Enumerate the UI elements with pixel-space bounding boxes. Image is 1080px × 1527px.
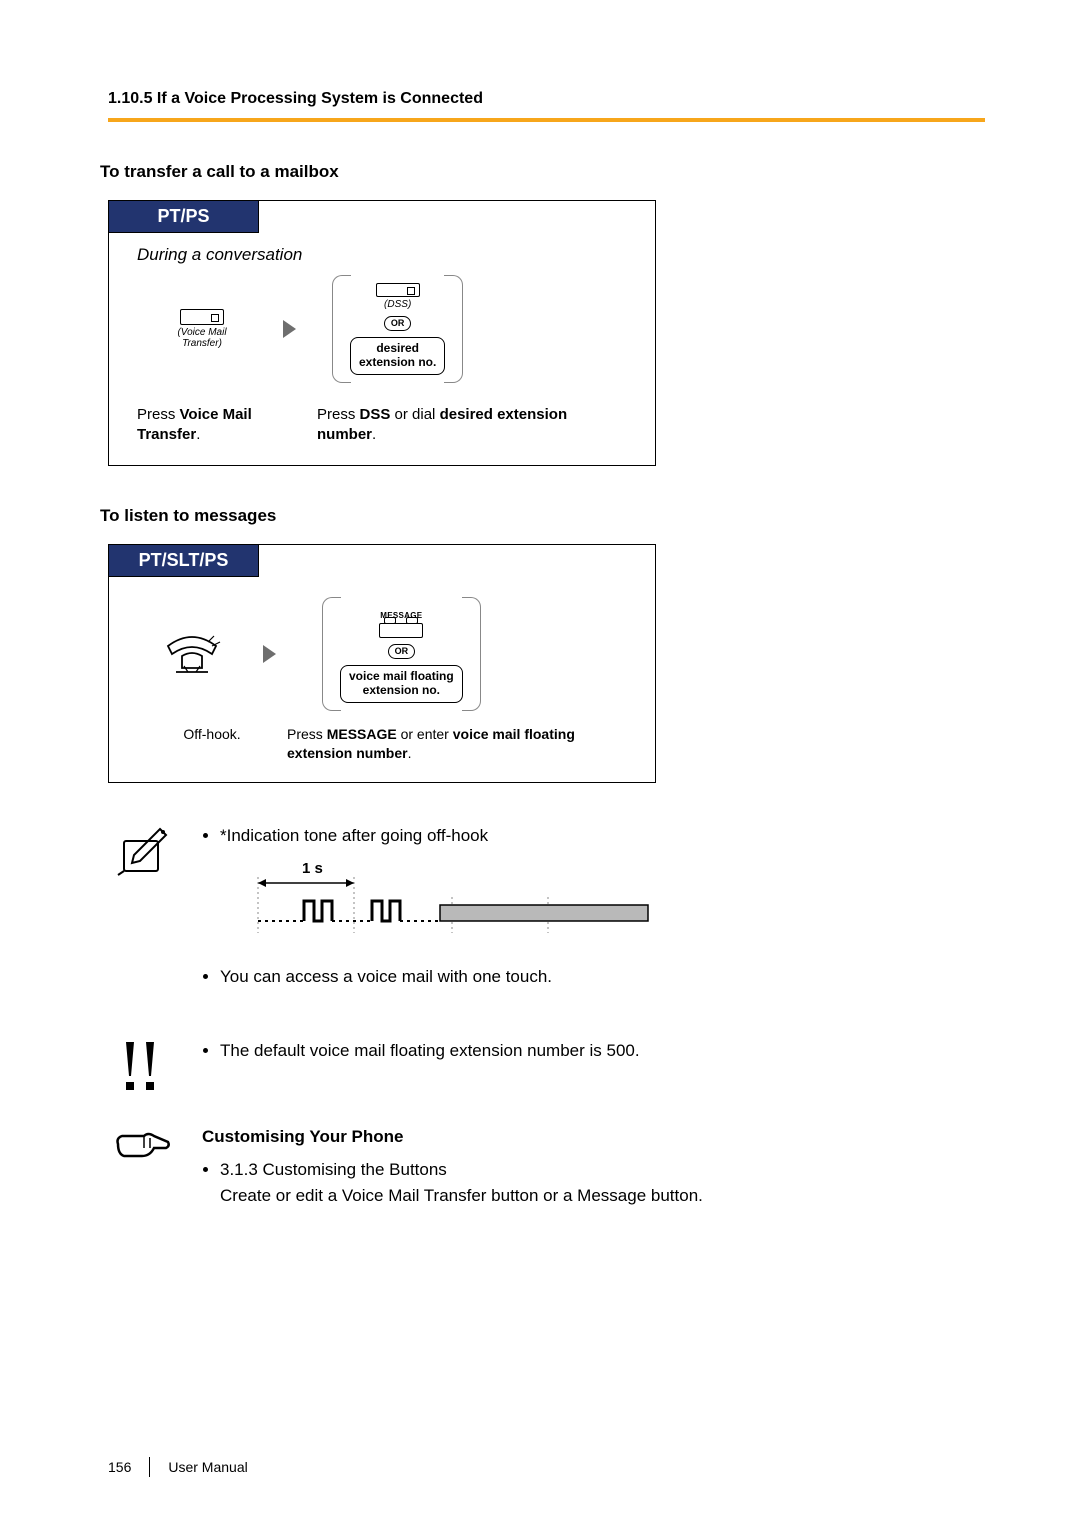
diagram-listen: PT/SLT/PS MESSAGE OR voice mail floa bbox=[108, 544, 656, 783]
customising-line1: 3.1.3 Customising the Buttons bbox=[220, 1160, 447, 1179]
message-button-icon bbox=[379, 623, 423, 638]
caption2-b1: DSS bbox=[360, 406, 391, 423]
note1-bullet2: You can access a voice mail with one tou… bbox=[220, 964, 985, 990]
message-or-floating-group: MESSAGE OR voice mail floating extension… bbox=[322, 597, 481, 711]
diagram1-captions: Press Voice Mail Transfer. Press DSS or … bbox=[137, 405, 627, 446]
page-number: 156 bbox=[108, 1459, 131, 1475]
hand-pointing-icon bbox=[114, 1126, 172, 1166]
arrow-right-icon bbox=[283, 320, 296, 338]
diagram2-tab: PT/SLT/PS bbox=[109, 545, 259, 577]
note-default-extension: The default voice mail floating extensio… bbox=[108, 1038, 985, 1096]
caption2-mid: or dial bbox=[390, 406, 439, 423]
diagram1-tab: PT/PS bbox=[109, 201, 259, 233]
header-title: 1.10.5 If a Voice Processing System is C… bbox=[108, 90, 985, 108]
caption2-post: . bbox=[372, 426, 376, 443]
note2-bullet: The default voice mail floating extensio… bbox=[220, 1038, 985, 1064]
caption3-b1: MESSAGE bbox=[327, 726, 397, 742]
floating-extension-box: voice mail floating extension no. bbox=[340, 665, 463, 703]
dss-label: (DSS) bbox=[384, 299, 411, 310]
customising-title: Customising Your Phone bbox=[202, 1124, 985, 1150]
section1-title: To transfer a call to a mailbox bbox=[100, 162, 985, 182]
voice-mail-transfer-button-icon: (Voice Mail Transfer) bbox=[147, 309, 257, 349]
footer-separator bbox=[149, 1457, 150, 1477]
caption3-pre: Press bbox=[287, 726, 327, 742]
or-pill-2: OR bbox=[388, 644, 416, 659]
caption3-mid: or enter bbox=[397, 726, 453, 742]
page-footer: 156 User Manual bbox=[108, 1457, 248, 1477]
page-header: 1.10.5 If a Voice Processing System is C… bbox=[108, 90, 985, 108]
caption3-post: . bbox=[408, 745, 412, 761]
offhook-icon bbox=[162, 632, 222, 676]
diagram1-context: During a conversation bbox=[137, 245, 627, 265]
caption2-pre: Press bbox=[317, 406, 360, 423]
or-pill: OR bbox=[384, 316, 412, 331]
customising-line2: Create or edit a Voice Mail Transfer but… bbox=[220, 1186, 703, 1205]
dss-or-extension-group: (DSS) OR desired extension no. bbox=[332, 275, 463, 383]
note-customising: Customising Your Phone 3.1.3 Customising… bbox=[108, 1124, 985, 1229]
exclamation-icon bbox=[120, 1040, 166, 1096]
note1-bullet1: *Indication tone after going off-hook bbox=[220, 826, 488, 845]
section2-title: To listen to messages bbox=[100, 506, 985, 526]
desired-extension-box: desired extension no. bbox=[350, 337, 445, 375]
timing-label: 1 s bbox=[302, 860, 323, 877]
diagram2-captions: Off-hook. Press MESSAGE or enter voice m… bbox=[137, 725, 627, 763]
header-rule bbox=[108, 118, 985, 122]
vm-button-label: (Voice Mail Transfer) bbox=[177, 327, 226, 349]
arrow-right-icon bbox=[263, 645, 276, 663]
diagram-transfer: PT/PS During a conversation (Voice Mail … bbox=[108, 200, 656, 466]
timing-diagram: 1 s bbox=[244, 859, 985, 945]
offhook-caption: Off-hook. bbox=[137, 725, 287, 763]
footer-label: User Manual bbox=[168, 1459, 247, 1475]
caption1-pre: Press bbox=[137, 406, 180, 423]
dss-button-icon bbox=[376, 283, 420, 297]
caption1-post: . bbox=[196, 426, 200, 443]
note-pencil-icon bbox=[116, 825, 170, 879]
note-indication-tone: *Indication tone after going off-hook 1 … bbox=[108, 823, 985, 1010]
